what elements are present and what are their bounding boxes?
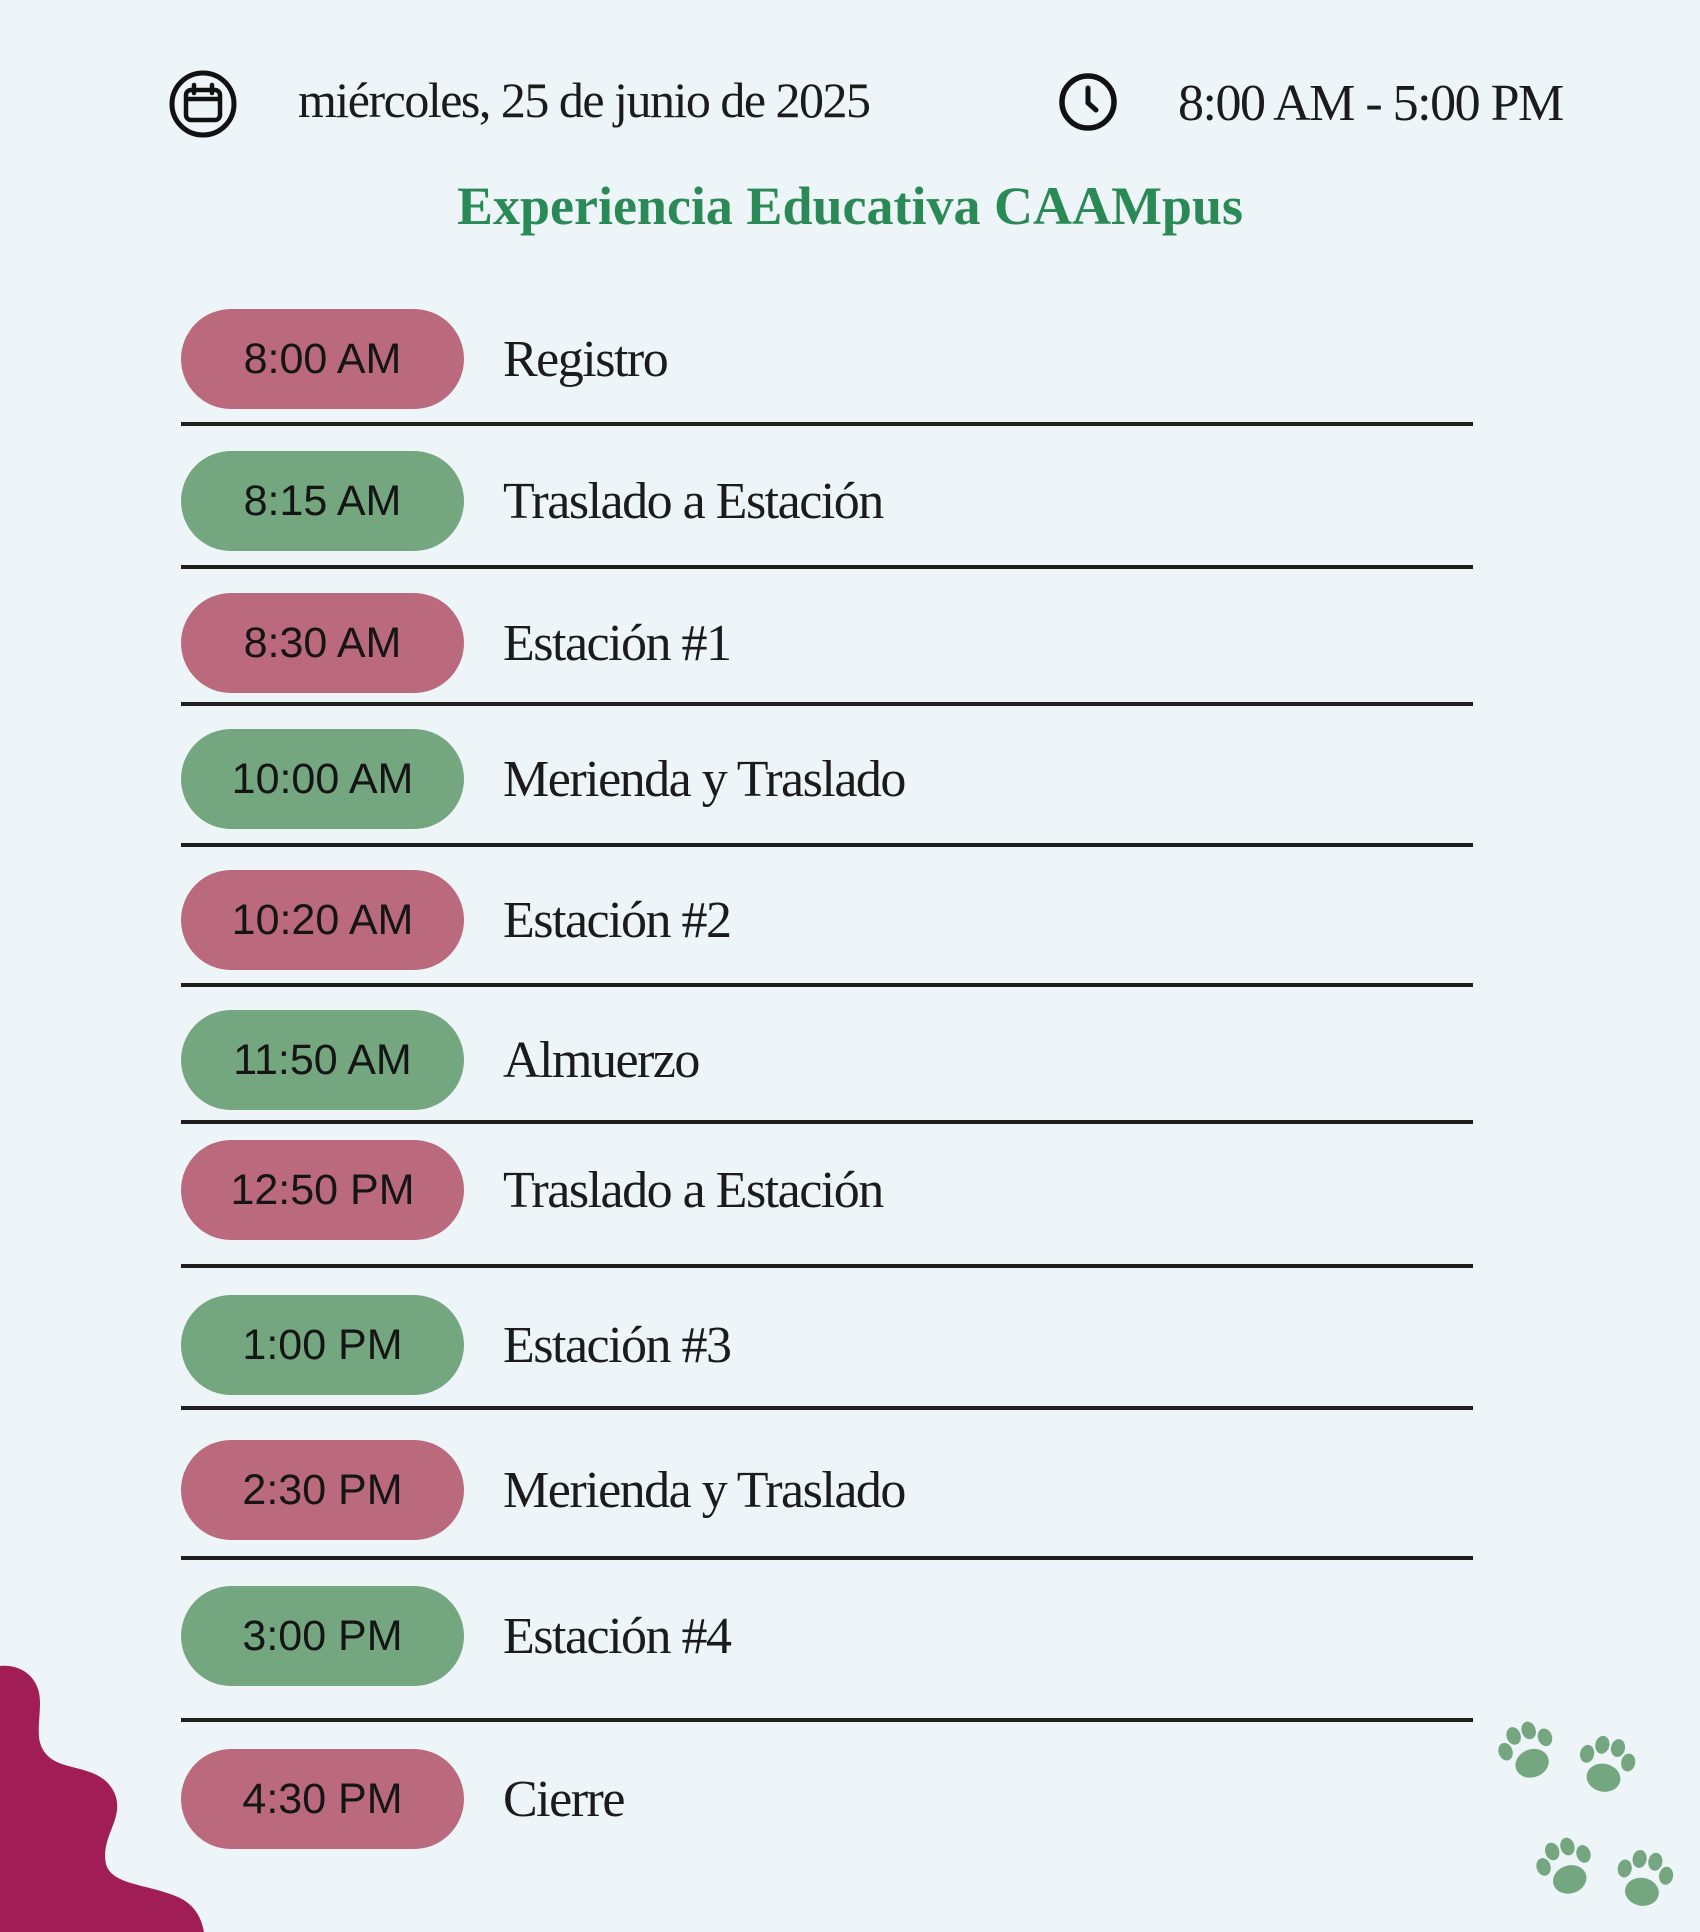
row-divider [181,843,1473,847]
time-pill: 10:00 AM [181,729,464,829]
time-pill: 8:00 AM [181,309,464,409]
time-pill: 8:30 AM [181,593,464,693]
row-divider [181,983,1473,987]
calendar-icon [169,70,237,138]
row-divider [181,1556,1473,1560]
time-pill: 8:15 AM [181,451,464,551]
paw-print-icon [1580,1735,1636,1792]
activity-label: Merienda y Traslado [503,750,906,808]
time-pill: 10:20 AM [181,870,464,970]
time-pill: 4:30 PM [181,1749,464,1849]
time-pill: 12:50 PM [181,1140,464,1240]
paw-print-icon [1536,1837,1591,1894]
paw-print-icon [1617,1849,1674,1906]
row-divider [181,1264,1473,1268]
event-date: miércoles, 25 de junio de 2025 [298,72,871,128]
row-divider [181,1718,1473,1722]
activity-label: Almuerzo [503,1031,700,1089]
clock-icon [1059,73,1117,131]
activity-label: Registro [503,330,669,388]
row-divider [181,702,1473,706]
activity-label: Merienda y Traslado [503,1461,906,1519]
activity-label: Cierre [503,1770,625,1828]
activity-label: Estación #4 [503,1607,732,1665]
activity-label: Estación #1 [503,614,732,672]
time-pill: 1:00 PM [181,1295,464,1395]
magenta-corner-blob [0,1665,204,1932]
row-divider [181,422,1473,426]
event-hours: 8:00 AM - 5:00 PM [1178,75,1564,132]
activity-label: Estación #2 [503,891,732,949]
time-pill: 11:50 AM [181,1010,464,1110]
activity-label: Traslado a Estación [503,1161,884,1219]
activity-label: Traslado a Estación [503,472,884,530]
paw-print-icon [1498,1721,1553,1778]
activity-label: Estación #3 [503,1316,732,1374]
event-title: Experiencia Educativa CAAMpus [456,176,1244,236]
row-divider [181,565,1473,569]
row-divider [181,1406,1473,1410]
time-pill: 2:30 PM [181,1440,464,1540]
time-pill: 3:00 PM [181,1586,464,1686]
row-divider [181,1120,1473,1124]
